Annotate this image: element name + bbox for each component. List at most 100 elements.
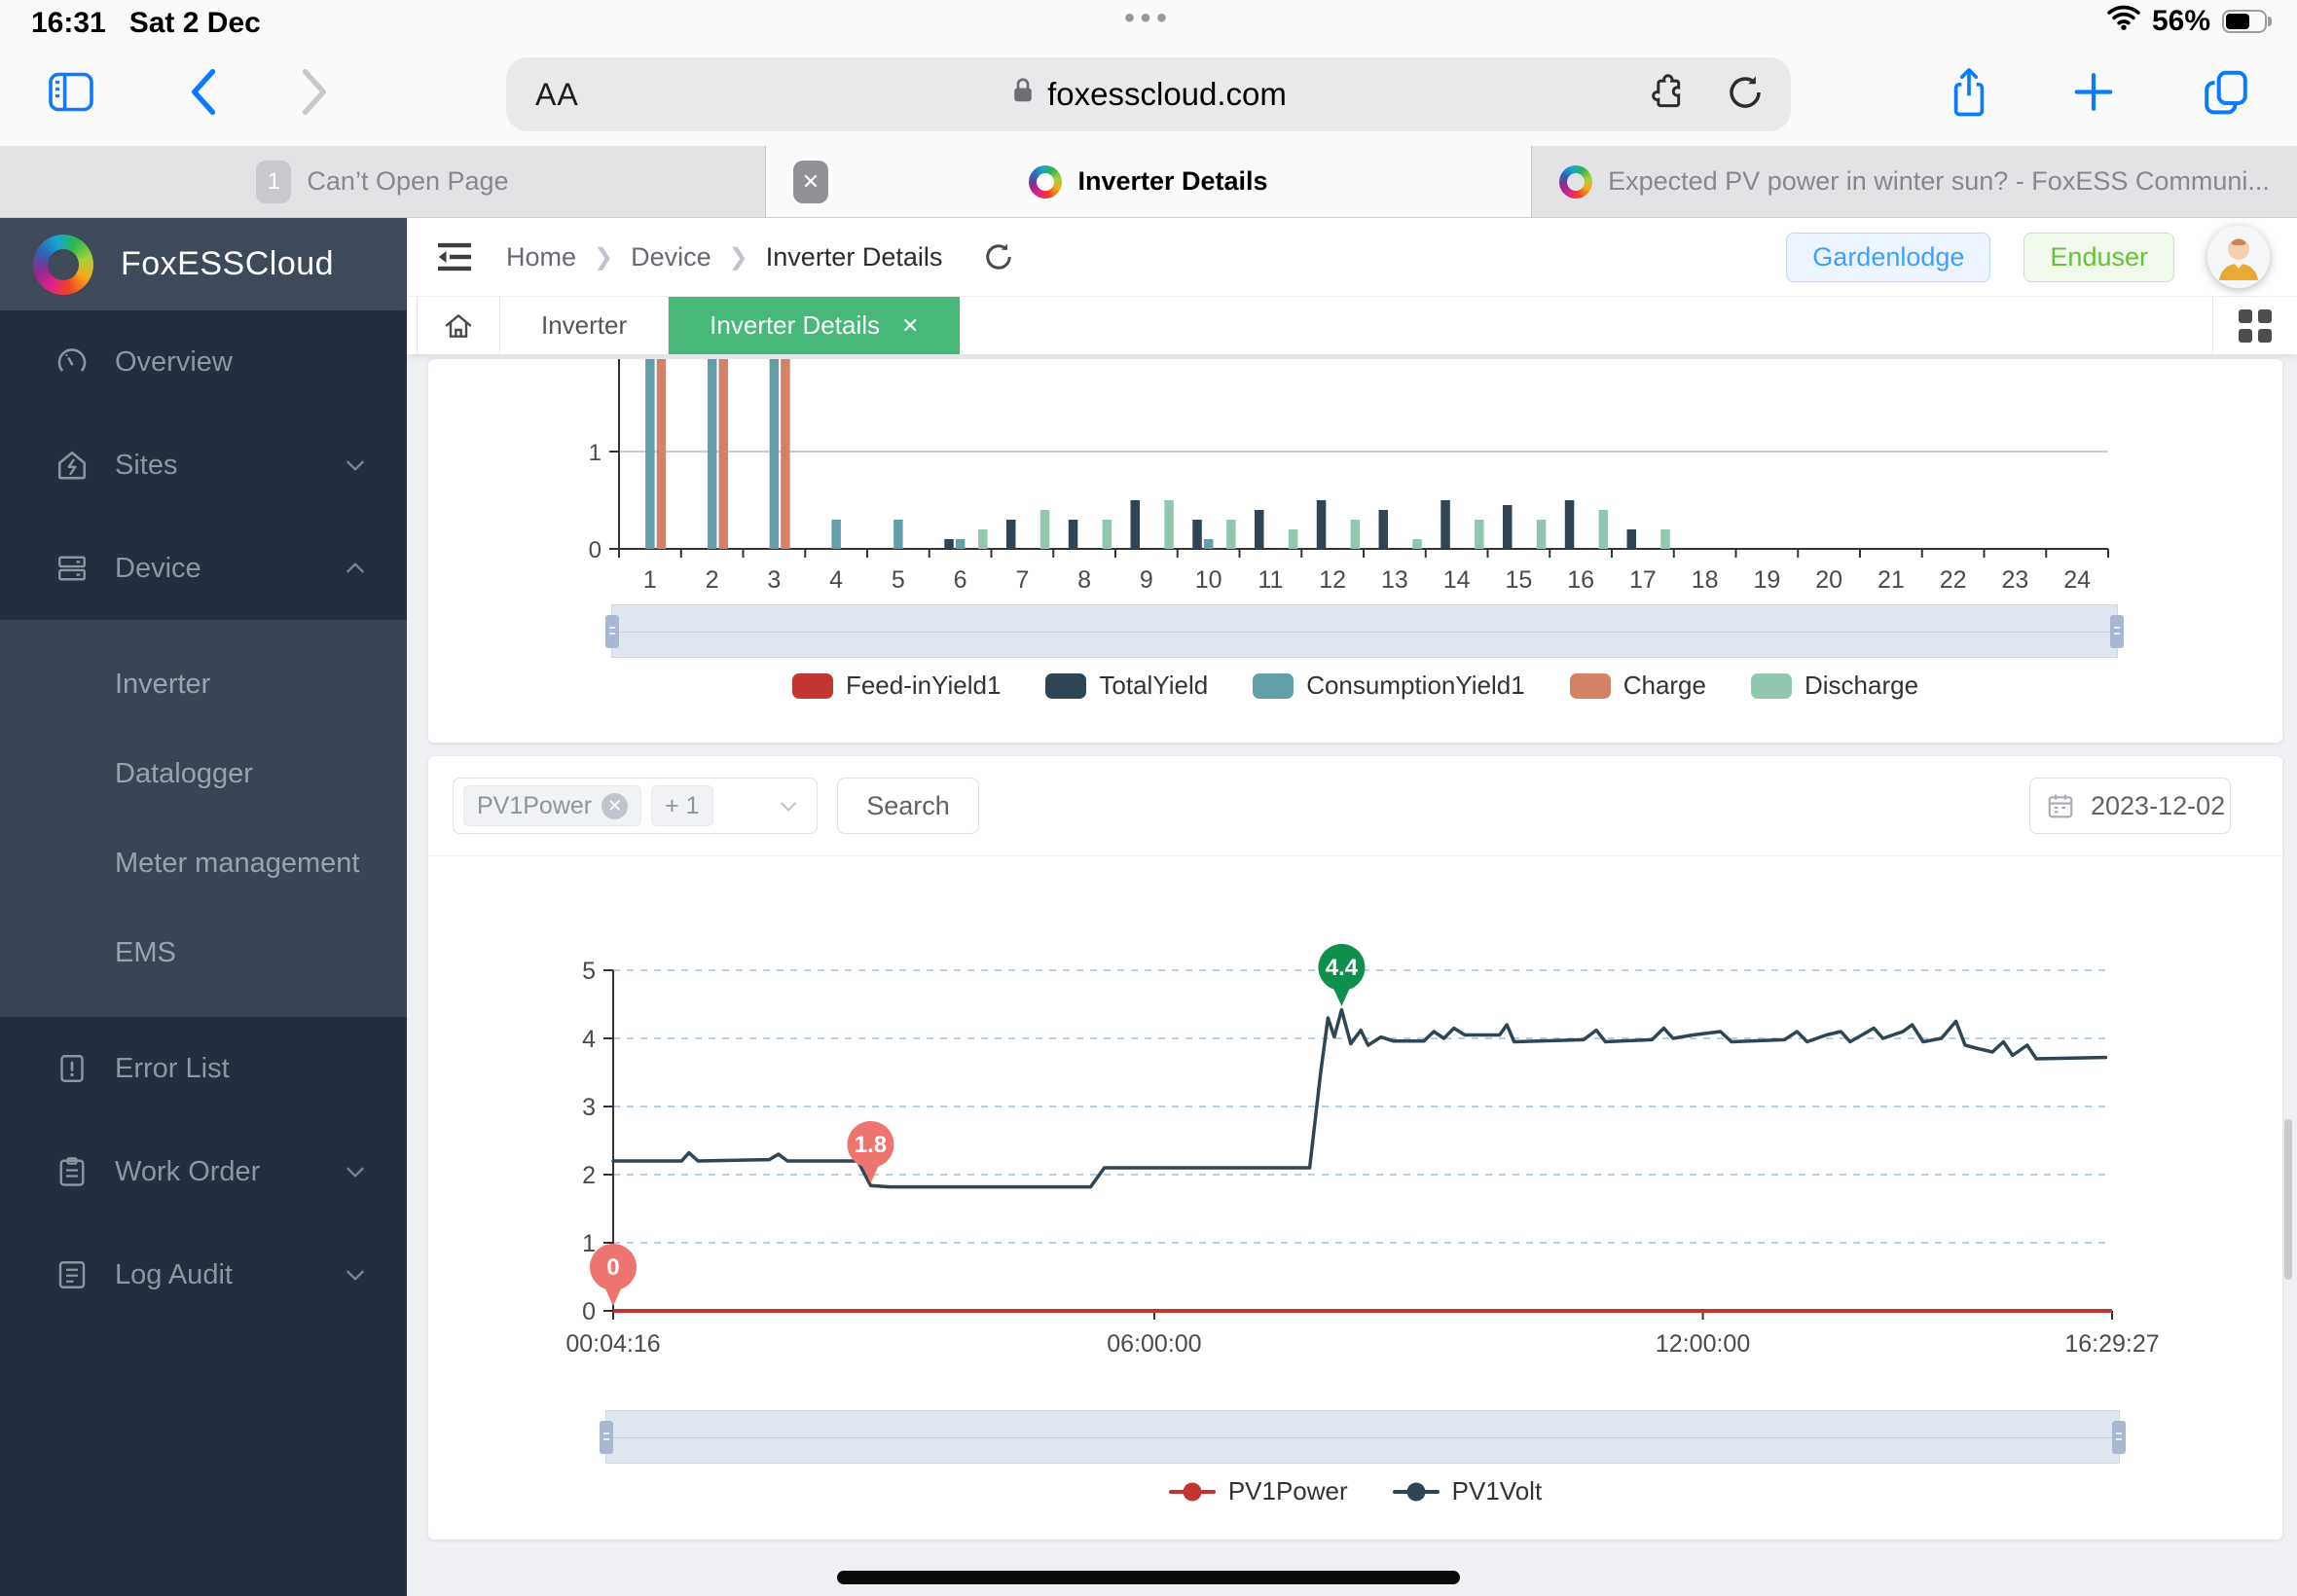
sidebar-item-sites[interactable]: Sites [0, 414, 407, 517]
legend-swatch [791, 672, 833, 699]
sidebar-menu: Overview Sites Device Inverter Datalogger Met… [0, 310, 407, 1326]
legend-item-discharge[interactable]: Discharge [1750, 671, 1918, 701]
sidebar-item-device[interactable]: Device [0, 517, 407, 620]
svg-text:4: 4 [582, 1026, 596, 1053]
browser-tab-cant-open[interactable]: 1 Can’t Open Page [0, 146, 766, 217]
zoom-handle-left[interactable] [600, 1421, 613, 1454]
brand[interactable]: FoxESSCloud [0, 218, 407, 310]
site-chip[interactable]: Gardenlodge [1786, 232, 1991, 282]
svg-text:20: 20 [1815, 566, 1842, 594]
sidebar-item-datalogger[interactable]: Datalogger [115, 757, 253, 789]
collapse-sidebar-icon[interactable] [434, 240, 475, 273]
tab-title: Can’t Open Page [307, 166, 509, 196]
svg-text:18: 18 [1692, 566, 1719, 594]
browser-tab-community[interactable]: Expected PV power in winter sun? - FoxES… [1532, 146, 2297, 217]
tab-badge: 1 [256, 160, 292, 203]
line-chart-legend: PV1Power PV1Volt [428, 1476, 2282, 1506]
sidebar-item-overview[interactable]: Overview [0, 310, 407, 414]
sidebar-item-meter-management[interactable]: Meter management [115, 847, 360, 879]
new-tab-icon[interactable] [2071, 70, 2116, 120]
pv-line-chart-card: PV1Power ✕ + 1 Search [428, 756, 2282, 1540]
extensions-icon[interactable] [1645, 72, 1686, 118]
forward-button[interactable] [300, 68, 331, 122]
reader-button[interactable]: AA [535, 76, 579, 112]
legend-item-charge[interactable]: Charge [1569, 671, 1706, 701]
sidebar-item-work-order[interactable]: Work Order [0, 1120, 407, 1223]
legend-item-consumptionyield1[interactable]: ConsumptionYield1 [1253, 671, 1525, 701]
page-tab-inverter[interactable]: Inverter [500, 297, 670, 354]
breadcrumb-home[interactable]: Home [506, 241, 577, 272]
legend-line-marker [1168, 1482, 1216, 1501]
breadcrumb-device[interactable]: Device [631, 241, 711, 272]
address-bar[interactable]: AA foxesscloud.com [506, 57, 1791, 131]
home-indicator[interactable] [837, 1571, 1460, 1584]
svg-text:11: 11 [1258, 566, 1283, 594]
svg-text:12:00:00: 12:00:00 [1656, 1330, 1750, 1358]
date-picker[interactable]: 2023-12-02 [2029, 778, 2231, 834]
home-tab-icon[interactable] [417, 297, 500, 354]
share-icon[interactable] [1947, 66, 1991, 124]
role-chip[interactable]: Enduser [2024, 232, 2174, 282]
wifi-icon [2107, 5, 2140, 38]
legend-line-marker [1392, 1482, 1440, 1501]
breadcrumb-bar: Home ❯ Device ❯ Inverter Details Gardenl… [407, 218, 2297, 296]
page-tab-strip: Inverter Inverter Details ✕ [407, 296, 2297, 354]
sidebar-submenu-device: Inverter Datalogger Meter management EMS [0, 620, 407, 1017]
sidebar-item-ems[interactable]: EMS [115, 936, 176, 968]
page-tab-inverter-details[interactable]: Inverter Details ✕ [669, 297, 961, 354]
svg-text:17: 17 [1629, 566, 1657, 594]
chevron-down-icon [776, 793, 801, 818]
variable-select[interactable]: PV1Power ✕ + 1 [453, 778, 818, 834]
divider [428, 855, 2282, 856]
legend-item-feed-inyield1[interactable]: Feed-inYield1 [791, 671, 1001, 701]
zoom-handle-right[interactable] [2110, 615, 2124, 648]
selected-tag-pv1power: PV1Power ✕ [463, 785, 642, 826]
svg-text:9: 9 [1140, 566, 1153, 594]
browser-tab-inverter-details[interactable]: ✕ Inverter Details [766, 146, 1532, 217]
breadcrumb: Home ❯ Device ❯ Inverter Details [506, 242, 942, 272]
bar-chart-legend: Feed-inYield1 TotalYield ConsumptionYield1… [428, 671, 2282, 701]
sidebar-item-inverter[interactable]: Inverter [115, 668, 211, 700]
refresh-icon[interactable] [981, 239, 1016, 274]
legend-item-totalyield[interactable]: TotalYield [1045, 671, 1208, 701]
legend-item-pv1volt[interactable]: PV1Volt [1392, 1476, 1542, 1506]
back-button[interactable] [187, 68, 218, 122]
tab-overview-icon[interactable] [2202, 68, 2250, 122]
bar-chart-zoom-slider[interactable] [605, 604, 2124, 658]
svg-text:2: 2 [706, 566, 719, 594]
close-tab-icon[interactable]: ✕ [793, 160, 828, 203]
svg-text:2: 2 [582, 1162, 596, 1189]
reload-icon[interactable] [1725, 72, 1766, 118]
url-text[interactable]: foxesscloud.com [1047, 76, 1287, 112]
date-value: 2023-12-02 [2091, 790, 2226, 820]
legend-swatch [1253, 672, 1294, 699]
remove-tag-icon[interactable]: ✕ [602, 792, 629, 819]
line-chart-zoom-slider[interactable] [600, 1410, 2126, 1464]
legend-item-pv1power[interactable]: PV1Power [1168, 1476, 1348, 1506]
svg-text:3: 3 [582, 1094, 596, 1121]
svg-text:15: 15 [1505, 566, 1532, 594]
zoom-handle-right[interactable] [2112, 1421, 2126, 1454]
svg-text:21: 21 [1878, 566, 1905, 594]
bar-chart[interactable]: 0 1 1 2 3 4 5 6 7 8 9 10 11 12 13 14 15 16 17 18 19 20 21 22 23 2… [428, 359, 2282, 598]
tab-title: Inverter Details [1077, 166, 1268, 196]
zoom-handle-left[interactable] [605, 615, 619, 648]
sidebar-toggle-icon[interactable] [47, 71, 95, 119]
svg-text:1.8: 1.8 [855, 1132, 887, 1158]
avatar[interactable] [2207, 226, 2270, 288]
chevron-right-icon: ❯ [594, 243, 614, 271]
gauge-icon [55, 345, 90, 380]
tab-options-icon[interactable] [2212, 297, 2297, 354]
page-scrollbar[interactable] [2284, 1119, 2292, 1280]
brand-label: FoxESSCloud [121, 245, 335, 282]
breadcrumb-current: Inverter Details [765, 241, 943, 272]
sidebar-item-error-list[interactable]: Error List [0, 1017, 407, 1120]
sidebar-item-log-audit[interactable]: Log Audit [0, 1223, 407, 1326]
multitask-dots-icon[interactable]: ••• [1124, 2, 1173, 34]
svg-text:8: 8 [1077, 566, 1091, 594]
svg-text:4.4: 4.4 [1326, 955, 1359, 981]
lock-icon [1010, 76, 1036, 113]
line-chart[interactable]: 0 1 2 3 4 5 00:04:16 06:00:00 12:00:00 16:29:27 0 1… [428, 868, 2282, 1364]
search-button[interactable]: Search [837, 778, 979, 834]
close-page-tab-icon[interactable]: ✕ [901, 312, 920, 338]
